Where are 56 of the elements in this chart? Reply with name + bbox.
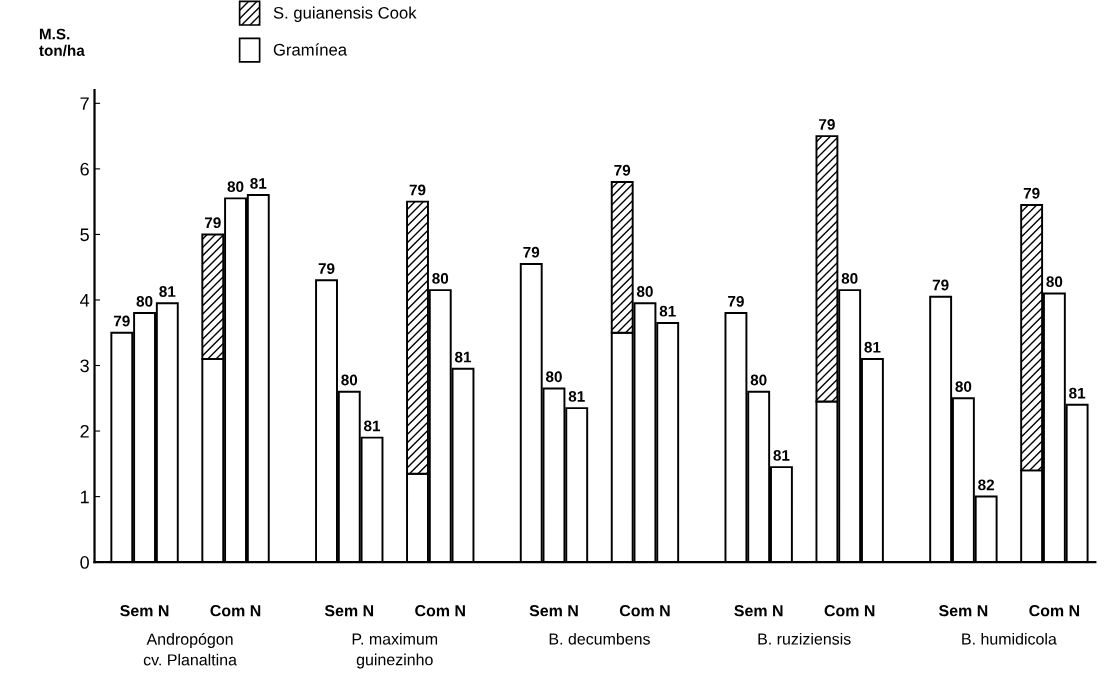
- y-tick-label: 4: [80, 294, 90, 307]
- text: Sem N: [120, 605, 169, 617]
- y-tick-label: 2: [80, 424, 89, 438]
- text: P. maximum guinezinho: [352, 632, 438, 669]
- x-tick-label: 81: [454, 351, 472, 363]
- text: Sem N: [324, 605, 374, 617]
- text: Sem N: [529, 605, 578, 617]
- y-tick-label: 7: [80, 97, 89, 110]
- text: Com N: [415, 605, 465, 617]
- y-tick-label: 0: [80, 556, 89, 569]
- x-tick-label: 81: [159, 286, 176, 297]
- x-tick-label: 81: [864, 341, 881, 353]
- x-tick-label: 80: [1046, 276, 1063, 288]
- text: Com N: [210, 605, 261, 617]
- text: Com N: [619, 605, 670, 617]
- text: B. humidicola: [962, 632, 1057, 645]
- y-tick-label: 6: [80, 162, 89, 176]
- y-tick-label: 5: [80, 228, 89, 242]
- x-tick-label: 79: [113, 315, 130, 327]
- y-tick-label: 1: [81, 490, 89, 504]
- x-tick-label: 79: [728, 295, 744, 307]
- x-tick-label: 80: [341, 374, 358, 386]
- x-tick-label: 79: [409, 184, 426, 196]
- x-tick-label: 81: [568, 391, 585, 402]
- text: B. ruziziensis: [758, 632, 851, 645]
- x-tick-label: 79: [614, 164, 631, 176]
- x-tick-label: 81: [659, 305, 676, 317]
- x-tick-label: 81: [1069, 387, 1086, 399]
- x-tick-label: 81: [773, 449, 790, 461]
- x-tick-label: 79: [523, 246, 540, 258]
- text: Sem N: [939, 605, 988, 617]
- x-tick-label: 80: [636, 286, 653, 297]
- x-tick-label: 80: [545, 371, 562, 383]
- text: Sem N: [734, 605, 783, 617]
- x-tick-label: 79: [819, 118, 835, 130]
- legend-label: S. guianensis Cook: [273, 6, 417, 23]
- x-tick-label: 80: [955, 381, 972, 392]
- x-tick-label: 80: [136, 295, 153, 307]
- x-tick-label: 79: [318, 263, 335, 274]
- x-tick-label: 79: [932, 279, 949, 291]
- x-tick-label: 82: [978, 479, 995, 491]
- x-tick-label: 81: [250, 177, 267, 189]
- x-tick-label: 80: [841, 273, 858, 284]
- text: Andropógon cv. Planaltina: [143, 632, 237, 666]
- text: Com N: [1029, 605, 1080, 617]
- legend-label: Gramínea: [273, 43, 348, 56]
- x-tick-label: 80: [227, 181, 244, 193]
- x-tick-label: 79: [1023, 187, 1040, 199]
- y-axis-title: M.S. ton/ha: [39, 28, 85, 57]
- x-tick-label: 81: [364, 420, 381, 432]
- x-tick-label: 80: [432, 273, 449, 284]
- text: Com N: [824, 605, 875, 617]
- y-tick-label: 3: [80, 359, 89, 373]
- text: B. decumbens: [549, 632, 650, 645]
- x-tick-label: 80: [750, 374, 767, 386]
- x-tick-label: 79: [204, 217, 221, 229]
